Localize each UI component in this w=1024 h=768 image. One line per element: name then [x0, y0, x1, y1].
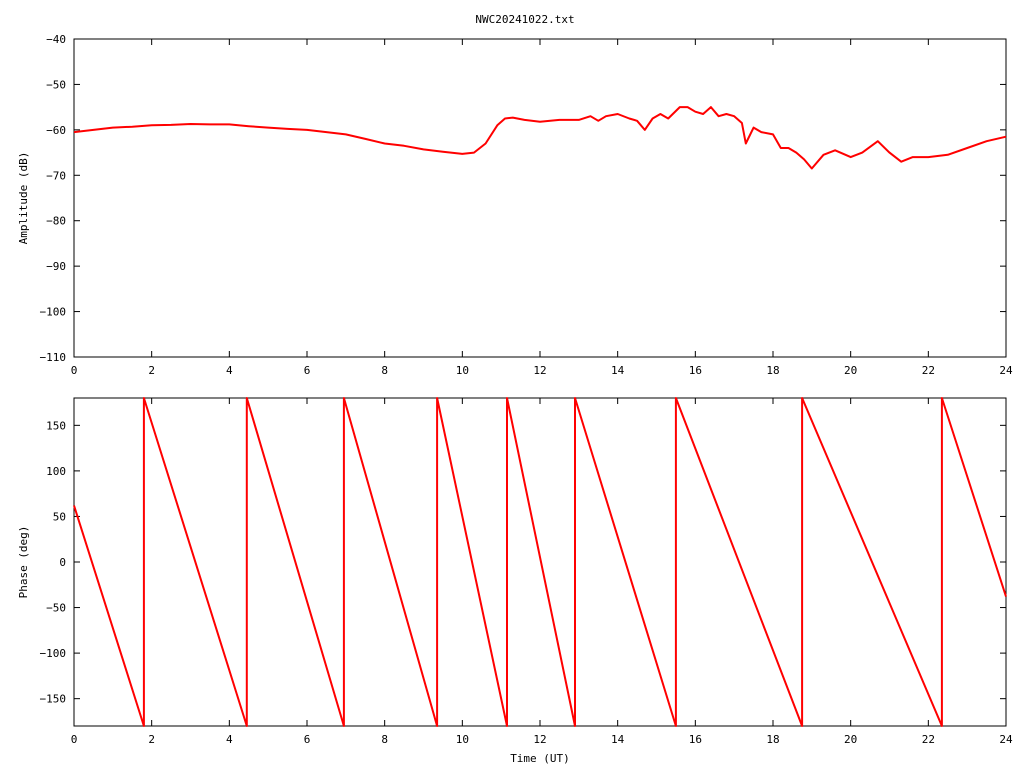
amplitude-y-tick-label: −40 — [46, 33, 66, 46]
phase-x-tick-label: 2 — [148, 733, 155, 746]
phase-y-tick-label: −150 — [40, 693, 67, 706]
phase-y-tick-label: −100 — [40, 647, 67, 660]
phase-y-tick-label: 150 — [46, 419, 66, 432]
phase-x-tick-label: 10 — [456, 733, 469, 746]
phase-ticks: 0 2 4 6 8 10 12 14 16 18 20 22 24−150−100−5005010015… — [40, 398, 1013, 746]
phase-x-tick-label: 16 — [689, 733, 702, 746]
phase-y-tick-label: 50 — [53, 510, 66, 523]
amplitude-panel: 0 2 4 6 8 10 12 14 16 18 20 22 24−110−100−90−80−70−6… — [17, 33, 1013, 377]
phase-x-tick-label: 14 — [611, 733, 625, 746]
phase-x-tick-label: 24 — [999, 733, 1013, 746]
phase-x-axis-label: Time (UT) — [510, 752, 570, 765]
amplitude-x-tick-label: 22 — [922, 364, 935, 377]
amplitude-y-tick-label: −70 — [46, 169, 66, 182]
amplitude-y-tick-label: −90 — [46, 260, 66, 273]
amplitude-x-tick-label: 4 — [226, 364, 233, 377]
phase-x-tick-label: 22 — [922, 733, 935, 746]
phase-x-tick-label: 0 — [71, 733, 78, 746]
amplitude-x-tick-label: 0 — [71, 364, 78, 377]
phase-series-line — [73, 397, 1007, 727]
amplitude-x-tick-label: 20 — [844, 364, 857, 377]
phase-y-tick-label: 100 — [46, 465, 66, 478]
phase-panel: 0 2 4 6 8 10 12 14 16 18 20 22 24−150−100−5005010015… — [17, 397, 1013, 765]
amplitude-x-tick-label: 18 — [766, 364, 779, 377]
phase-y-tick-label: 0 — [59, 556, 66, 569]
amplitude-y-tick-label: −110 — [40, 351, 67, 364]
amplitude-y-axis-label: Amplitude (dB) — [17, 152, 30, 245]
phase-x-tick-label: 12 — [533, 733, 546, 746]
phase-y-tick-label: −50 — [46, 602, 66, 615]
phase-x-tick-label: 8 — [381, 733, 388, 746]
amplitude-x-tick-label: 16 — [689, 364, 702, 377]
amplitude-x-tick-label: 12 — [533, 364, 546, 377]
phase-x-tick-label: 4 — [226, 733, 233, 746]
amplitude-x-tick-label: 8 — [381, 364, 388, 377]
amplitude-ticks: 0 2 4 6 8 10 12 14 16 18 20 22 24−110−100−90−80−70−6… — [40, 33, 1013, 377]
amplitude-series-line — [73, 106, 1007, 170]
amplitude-y-tick-label: −80 — [46, 215, 66, 228]
phase-y-axis-label: Phase (deg) — [17, 526, 30, 599]
phase-x-tick-label: 20 — [844, 733, 857, 746]
amplitude-y-tick-label: −100 — [40, 306, 67, 319]
amplitude-x-tick-label: 14 — [611, 364, 625, 377]
amplitude-y-tick-label: −50 — [46, 78, 66, 91]
amplitude-x-tick-label: 24 — [999, 364, 1013, 377]
phase-x-tick-label: 18 — [766, 733, 779, 746]
amplitude-plot-frame — [73, 38, 1007, 358]
amplitude-x-tick-label: 10 — [456, 364, 469, 377]
chart-title: NWC20241022.txt — [475, 13, 574, 26]
amplitude-x-tick-label: 2 — [148, 364, 155, 377]
phase-x-tick-label: 6 — [304, 733, 311, 746]
amplitude-x-tick-label: 6 — [304, 364, 311, 377]
amplitude-y-tick-label: −60 — [46, 124, 66, 137]
